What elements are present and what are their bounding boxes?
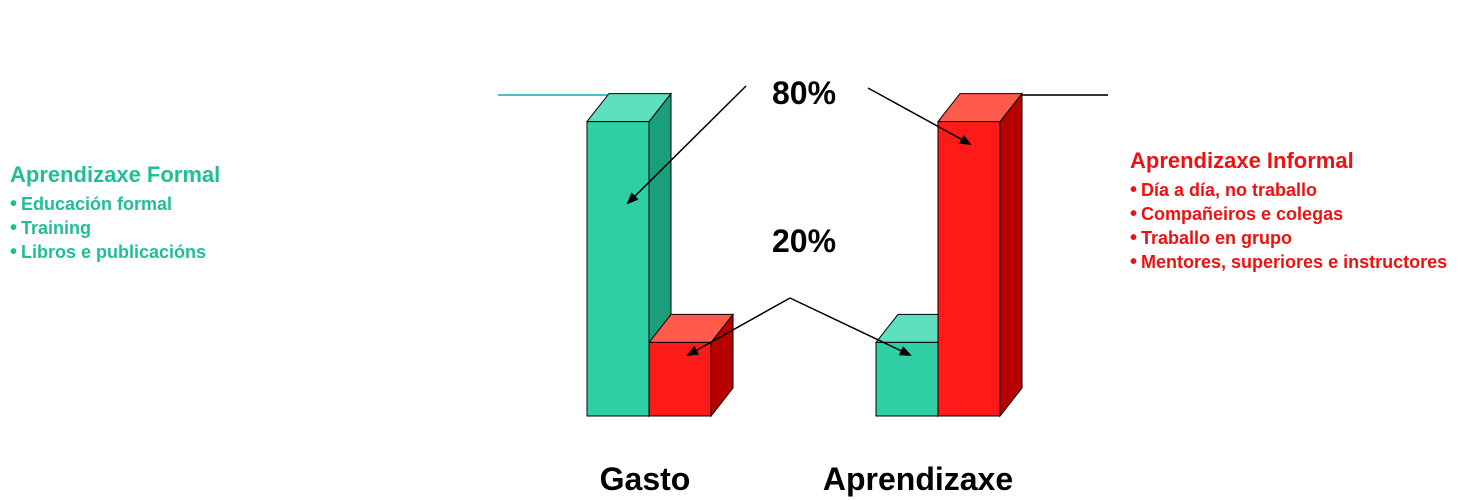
list-item: • Libros e publicacións (10, 241, 207, 263)
label-20-percent: 20% (772, 223, 836, 259)
bar-aprendizaxe-series-2 (936, 92, 1024, 418)
bar-front-face (937, 121, 1001, 417)
arrow-80-left (626, 85, 747, 205)
bullet-icon: • (1130, 251, 1138, 273)
bar-side-face (999, 92, 1023, 418)
category-label-gasto: Gasto (600, 461, 691, 497)
bar-front-face (648, 341, 712, 417)
category-label-aprendizaxe: Aprendizaxe (823, 461, 1013, 497)
list-item: • Traballo en grupo (1130, 227, 1293, 249)
arrow-80-right (867, 87, 972, 145)
informal-learning-title: Aprendizaxe Informal (1130, 148, 1354, 173)
list-item: • Día a día, no traballo (1130, 179, 1318, 201)
formal-learning-title: Aprendizaxe Formal (10, 162, 221, 187)
list-item: • Educación formal (10, 193, 173, 215)
list-item: • Training (10, 217, 92, 239)
bar-front-face (586, 121, 650, 417)
bullet-icon: • (10, 241, 18, 263)
list-item: • Compañeiros e colegas (1130, 203, 1344, 225)
bar-gasto-series-2 (647, 312, 735, 418)
arrow-20-left (686, 297, 791, 356)
bullet-icon: • (1130, 179, 1138, 201)
formal-learning-panel: Aprendizaxe Formal • Educación formal • Tr… (10, 162, 220, 264)
bars-layer (585, 92, 1024, 418)
bullet-icon: • (10, 217, 18, 239)
label-80-percent: 80% (772, 75, 836, 111)
bullet-icon: • (10, 193, 18, 215)
bullet-icon: • (1130, 203, 1138, 225)
formal-learning-list: • Educación formal • Training • Libros e pu… (10, 192, 220, 264)
informal-learning-list: • Día a día, no traballo • Compañeiros e c… (1130, 178, 1450, 274)
list-item: • Mentores, superiores e instructores (1130, 251, 1448, 273)
arrow-20-right (789, 297, 912, 356)
informal-learning-panel: Aprendizaxe Informal • Día a día, no trab… (1130, 148, 1450, 274)
bullet-icon: • (1130, 227, 1138, 249)
